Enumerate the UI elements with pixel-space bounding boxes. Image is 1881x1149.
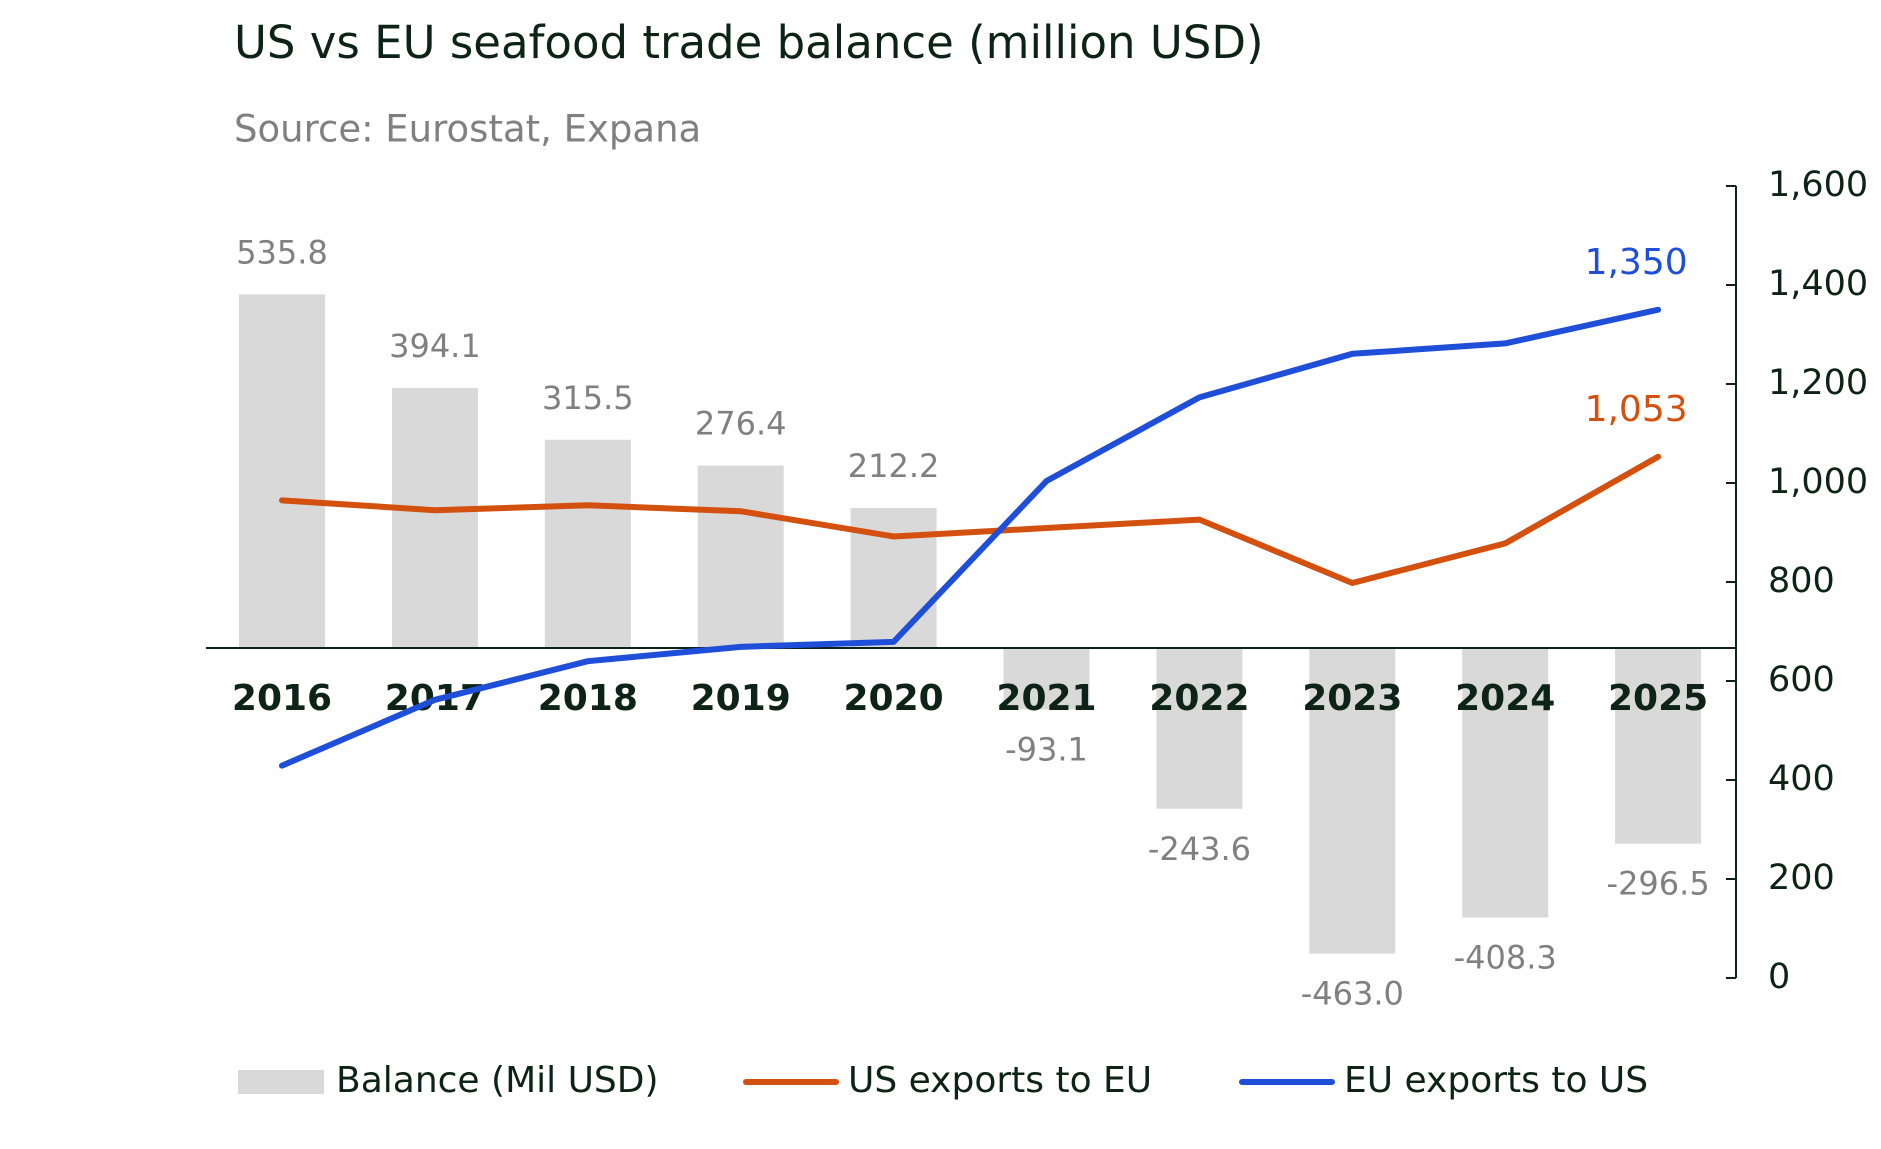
y2-tick-label: 1,000 — [1768, 462, 1868, 502]
line — [279, 453, 1662, 586]
bar — [239, 294, 325, 648]
y2-tick-label: 1,600 — [1768, 165, 1868, 205]
y2-tick-label: 600 — [1768, 660, 1835, 700]
bar-value-label: -408.3 — [1454, 938, 1557, 976]
bar-value-label: -93.1 — [1005, 730, 1088, 768]
chart-title: US vs EU seafood trade balance (million … — [234, 16, 1264, 69]
bar-value-label: 276.4 — [695, 405, 787, 443]
x-tick-label: 2016 — [232, 678, 332, 719]
bar-value-label: -243.6 — [1148, 830, 1251, 868]
x-tick-label: 2023 — [1302, 678, 1402, 719]
bar-value-label: 535.8 — [236, 233, 328, 271]
bar — [544, 439, 631, 648]
end-label: 1,053 — [1585, 389, 1688, 430]
bar — [1309, 648, 1396, 954]
y2-tick-label: 1,200 — [1768, 363, 1868, 403]
bar-value-label: 394.1 — [389, 327, 481, 365]
legend-label: Balance (Mil USD) — [336, 1060, 659, 1101]
line — [279, 306, 1662, 769]
bar — [391, 387, 478, 648]
legend-swatch — [238, 1070, 324, 1094]
y2-tick-label: 400 — [1768, 759, 1835, 799]
bar-value-label: 212.2 — [848, 447, 940, 485]
legend-label: US exports to EU — [848, 1060, 1152, 1101]
bar-value-label: 315.5 — [542, 379, 634, 417]
bar — [1003, 648, 1090, 710]
x-tick-label: 2025 — [1608, 678, 1708, 719]
x-tick-label: 2021 — [996, 678, 1096, 719]
bar-value-label: -296.5 — [1607, 865, 1710, 903]
bar — [1156, 648, 1243, 809]
y2-tick-label: 200 — [1768, 858, 1835, 898]
x-tick-label: 2019 — [691, 678, 791, 719]
x-tick-label: 2024 — [1455, 678, 1555, 719]
x-tick-label: 2020 — [843, 678, 943, 719]
bar — [1615, 648, 1702, 844]
bar-value-label: -463.0 — [1301, 975, 1404, 1013]
y2-tick-label: 800 — [1768, 561, 1835, 601]
bar — [1462, 648, 1549, 918]
x-tick-label: 2022 — [1149, 678, 1249, 719]
chart-subtitle: Source: Eurostat, Expana — [234, 108, 701, 151]
legend-label: EU exports to US — [1344, 1060, 1648, 1101]
y2-tick-label: 1,400 — [1768, 264, 1868, 304]
x-tick-label: 2018 — [538, 678, 638, 719]
bar — [697, 465, 784, 648]
end-label: 1,350 — [1585, 242, 1688, 283]
y2-tick-label: 0 — [1768, 957, 1790, 997]
